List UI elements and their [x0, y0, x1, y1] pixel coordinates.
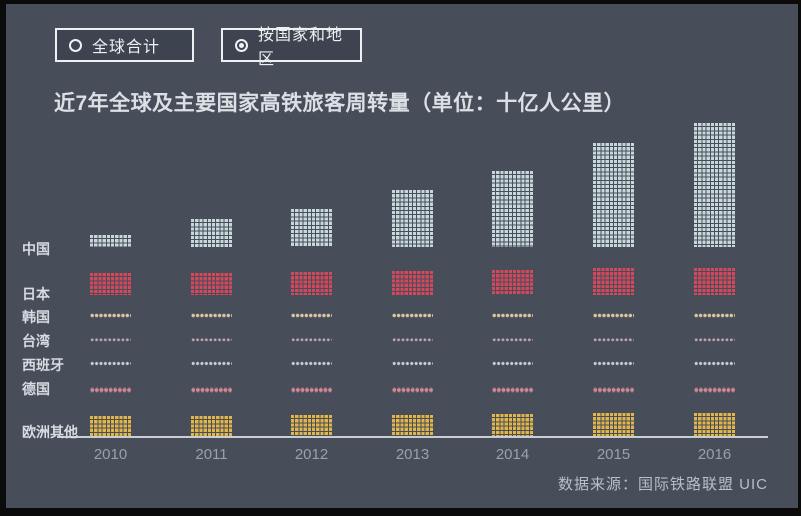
year-label: 2012: [294, 446, 329, 463]
pictogram-bar: [291, 209, 332, 247]
pictogram-bar: [492, 414, 533, 436]
row-label: 日本: [22, 286, 50, 302]
pictogram-bar: [593, 387, 634, 393]
pictogram-bar: [492, 361, 533, 366]
pictogram-bar: [191, 338, 232, 342]
pictogram-bar: [694, 123, 735, 247]
pictogram-bar: [291, 361, 332, 366]
pictogram-bar: [392, 313, 433, 318]
pictogram-bar: [90, 313, 131, 318]
pictogram-bar: [392, 338, 433, 342]
radio-selected-icon: [235, 38, 248, 52]
pictogram-bar: [291, 313, 332, 318]
row-label: 台湾: [22, 333, 50, 349]
pictogram-bar: [90, 235, 131, 247]
pictogram-bar: [694, 268, 735, 295]
pictogram-bar: [593, 313, 634, 318]
pictogram-bar: [90, 361, 131, 366]
pictogram-bar: [492, 387, 533, 393]
pictogram-bar: [90, 387, 131, 393]
row-label: 德国: [22, 381, 50, 397]
pictogram-bar: [593, 361, 634, 366]
row-label: 西班牙: [22, 357, 64, 373]
pictogram-bar: [492, 270, 533, 295]
row-label: 韩国: [22, 309, 50, 325]
pictogram-bar: [492, 338, 533, 342]
radio-option-label: 全球合计: [92, 39, 161, 56]
pictogram-bar: [392, 415, 433, 436]
pictogram-bar: [392, 190, 433, 247]
pictogram-bar: [694, 338, 735, 342]
pictogram-bar: [492, 313, 533, 318]
pictogram-bar: [291, 387, 332, 393]
pictogram-bar: [90, 416, 131, 436]
pictogram-bar: [191, 361, 232, 366]
pictogram-bar: [191, 313, 232, 318]
pictogram-bar: [593, 143, 634, 247]
pictogram-bar: [191, 273, 232, 295]
pictogram-bar: [291, 272, 332, 295]
year-label: 2015: [596, 446, 631, 463]
year-label: 2016: [697, 446, 732, 463]
pictogram-bar: [191, 387, 232, 393]
x-axis-line: [57, 436, 768, 438]
pictogram-bar: [593, 338, 634, 342]
radio-unselected-icon: [69, 38, 82, 52]
pictogram-bar: [392, 271, 433, 295]
pictogram-bar: [90, 338, 131, 342]
pictogram-bar: [694, 313, 735, 318]
pictogram-bar: [90, 273, 131, 295]
row-label: 欧洲其他: [22, 424, 78, 440]
pictogram-bar: [291, 338, 332, 342]
year-label: 2011: [195, 446, 228, 463]
radio-option-by-country[interactable]: 按国家和地区: [221, 27, 362, 68]
pictogram-bar: [191, 416, 232, 436]
data-source: 数据来源：国际铁路联盟 UIC: [557, 476, 768, 493]
year-label: 2013: [395, 446, 430, 463]
pictogram-bar: [694, 387, 735, 393]
year-label: 2010: [93, 446, 128, 463]
pictogram-bar: [593, 413, 634, 436]
radio-option-global-total[interactable]: 全球合计: [55, 28, 194, 62]
year-label: 2014: [495, 446, 530, 463]
pictogram-bar: [291, 415, 332, 436]
pictogram-bar: [191, 219, 232, 247]
pictogram-bar: [492, 171, 533, 247]
chart-title: 近7年全球及主要国家高铁旅客周转量（单位：十亿人公里）: [54, 92, 626, 115]
pictogram-bar: [694, 413, 735, 436]
row-label: 中国: [22, 241, 50, 257]
radio-option-label: 按国家和地区: [258, 27, 344, 68]
pictogram-bar: [694, 361, 735, 366]
pictogram-bar: [593, 268, 634, 295]
pictogram-bar: [392, 387, 433, 393]
pictogram-bar: [392, 361, 433, 366]
